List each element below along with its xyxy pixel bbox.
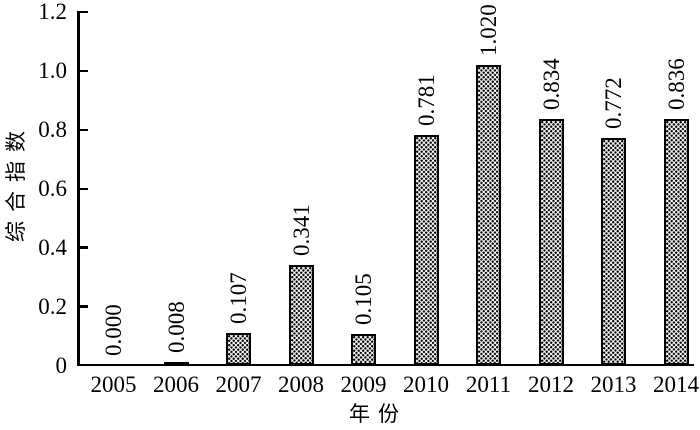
x-tick-label-2011: 2011 xyxy=(465,372,512,397)
bar-2006 xyxy=(163,361,189,365)
x-tick-label-2005: 2005 xyxy=(90,372,137,397)
y-tick-mark xyxy=(79,305,88,308)
bar-value-label-2013: 0.772 xyxy=(601,76,626,129)
y-tick-label: 0.8 xyxy=(38,116,67,142)
x-tick-label-2007: 2007 xyxy=(215,372,262,397)
y-axis-line xyxy=(77,11,80,366)
x-tick-label-2010: 2010 xyxy=(403,372,449,397)
bar-2012 xyxy=(538,118,564,365)
bar-2009 xyxy=(351,333,376,365)
y-tick-label: 0 xyxy=(55,352,68,378)
bar-2014 xyxy=(663,118,689,365)
bar-value-label-2012: 0.834 xyxy=(538,57,564,110)
y-tick-label: 0.6 xyxy=(38,175,67,201)
y-tick-mark xyxy=(79,69,88,73)
y-tick-label: 1.0 xyxy=(38,58,67,83)
x-tick-label-2006: 2006 xyxy=(153,372,199,397)
y-tick-mark xyxy=(79,10,88,14)
bar-2010 xyxy=(413,134,439,365)
bar-value-label-2005: 0.000 xyxy=(101,303,126,356)
y-tick-mark xyxy=(79,246,88,249)
bar-value-label-2009: 0.105 xyxy=(351,272,376,325)
bar-2008 xyxy=(288,264,314,365)
bar-value-label-2010: 0.781 xyxy=(413,73,439,126)
y-tick-label: 0.2 xyxy=(38,293,67,319)
x-axis-line xyxy=(77,363,694,366)
x-tick-label-2014: 2014 xyxy=(653,372,699,397)
bar-value-label-2006: 0.008 xyxy=(163,300,189,353)
bar-2007 xyxy=(226,332,251,365)
bar-2013 xyxy=(601,137,626,365)
y-tick-mark xyxy=(79,128,88,132)
y-tick-label: 0.4 xyxy=(38,234,67,260)
bar-value-label-2008: 0.341 xyxy=(288,203,314,256)
bar-2011 xyxy=(476,64,501,365)
x-tick-label-2013: 2013 xyxy=(590,372,637,397)
bar-value-label-2011: 1.020 xyxy=(476,3,501,56)
x-tick-label-2008: 2008 xyxy=(278,372,324,397)
y-tick-mark xyxy=(79,187,88,191)
x-tick-label-2012: 2012 xyxy=(528,372,574,397)
x-tick-label-2009: 2009 xyxy=(340,372,387,397)
y-tick-label: 1.2 xyxy=(38,0,67,25)
x-axis-title: 年份 xyxy=(349,402,407,426)
bar-value-label-2007: 0.107 xyxy=(226,271,251,324)
bar-value-label-2014: 0.836 xyxy=(663,57,689,110)
